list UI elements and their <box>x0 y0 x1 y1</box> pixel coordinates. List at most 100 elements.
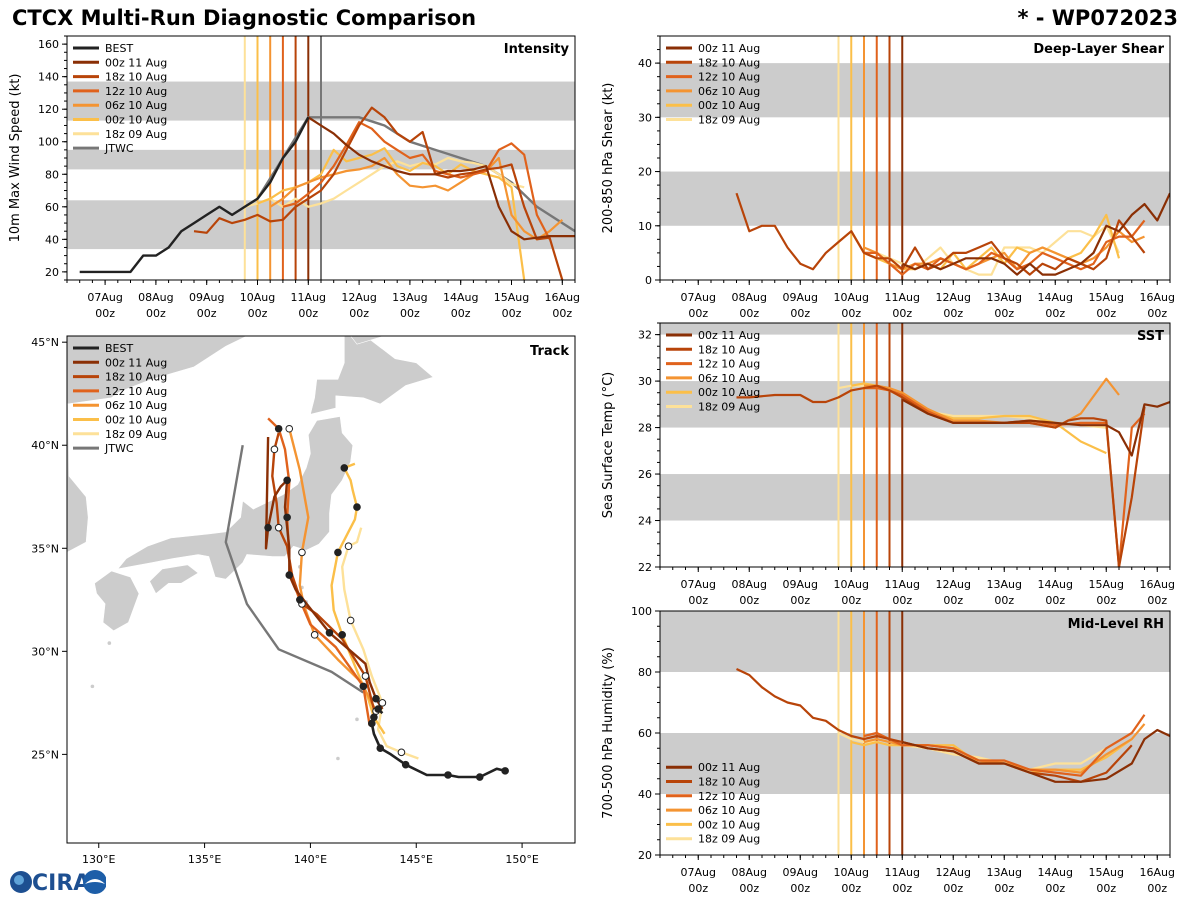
x-tick-label: 14Aug <box>1038 866 1073 879</box>
landmass-korea <box>67 336 89 553</box>
x-tick-label: 00z <box>892 882 912 895</box>
y-tick-label: 100 <box>631 605 652 618</box>
x-tick-label: 00z <box>943 594 963 607</box>
x-tick-label: 00z <box>688 882 708 895</box>
y-tick-label: 120 <box>38 103 59 116</box>
track-marker <box>285 424 294 433</box>
legend-label: 18z 09 Aug <box>698 401 760 414</box>
series-line <box>901 192 1170 276</box>
series-line <box>282 121 551 240</box>
track-marker <box>283 513 291 522</box>
series-line <box>735 192 1146 276</box>
gray-band <box>660 171 1170 226</box>
x-tick-label: 15Aug <box>1089 866 1124 879</box>
x-tick-label: 09Aug <box>783 578 818 591</box>
best-series-line <box>79 116 310 274</box>
island <box>355 717 359 722</box>
legend-label: 00z 10 Aug <box>698 386 760 399</box>
y-tick-label: 26 <box>638 468 652 481</box>
y-tick-label: 100 <box>38 136 59 149</box>
y-axis-label: 200-850 hPa Shear (kt) <box>601 83 616 234</box>
landmass-sakhalin <box>350 336 385 345</box>
y-tick-label: 160 <box>38 38 59 51</box>
y-tick-label: 30 <box>638 111 652 124</box>
legend-label: 00z 10 Aug <box>698 818 760 831</box>
plot-area <box>67 36 575 280</box>
y-tick-label: 0 <box>645 274 652 287</box>
panel-title: Mid-Level RH <box>1068 617 1164 632</box>
x-tick-label: 15Aug <box>494 291 529 304</box>
gray-band <box>660 63 1170 118</box>
x-tick-label: 12Aug <box>341 291 376 304</box>
x-tick-label: 07Aug <box>681 866 716 879</box>
series-line <box>837 224 1120 276</box>
legend-label: 18z 10 Aug <box>105 371 167 384</box>
x-tick-label: 07Aug <box>681 291 716 304</box>
y-tick-label: 20 <box>45 266 59 279</box>
x-tick-label: 16Aug <box>1140 578 1175 591</box>
map-area <box>67 336 509 781</box>
legend-label: 18z 10 Aug <box>698 776 760 789</box>
best-track-marker <box>444 771 452 779</box>
track-marker <box>285 571 294 579</box>
gray-band <box>660 611 1170 672</box>
panel-title: Deep-Layer Shear <box>1033 42 1164 57</box>
x-tick-label: 11Aug <box>291 291 326 304</box>
legend-label: 18z 09 Aug <box>698 833 760 846</box>
legend-label: 00z 10 Aug <box>105 414 167 427</box>
x-tick-label: 09Aug <box>783 291 818 304</box>
x-tick-label: 00z <box>400 307 420 320</box>
x-tick-label: 10Aug <box>240 291 275 304</box>
legend-label: 00z 11 Aug <box>698 42 760 55</box>
series-line <box>902 728 1170 783</box>
legend-label: 18z 09 Aug <box>105 428 167 441</box>
x-tick-label: 00z <box>298 307 318 320</box>
legend-label: 00z 10 Aug <box>105 114 167 127</box>
track-marker <box>361 672 370 680</box>
y-tick-label: 20 <box>638 166 652 179</box>
legend-label: 00z 11 Aug <box>698 761 760 774</box>
panel-title: Track <box>530 344 569 359</box>
track-marker <box>397 748 406 757</box>
track-marker <box>274 523 283 532</box>
y-tick-label: 80 <box>45 168 59 181</box>
x-tick-label: 00z <box>994 307 1014 320</box>
x-tick-label: 00z <box>95 307 115 320</box>
x-tick-label: 07Aug <box>87 291 122 304</box>
x-tick-label: 14Aug <box>1038 578 1073 591</box>
plot-area <box>660 323 1170 567</box>
x-tick-label: 08Aug <box>732 578 767 591</box>
best-track-marker <box>368 719 376 728</box>
best-track-line <box>370 707 506 779</box>
x-tick-label: 00z <box>790 307 810 320</box>
track-marker <box>372 694 380 703</box>
legend-label: 06z 10 Aug <box>698 85 760 98</box>
plot-area <box>660 36 1170 280</box>
x-tick-label: 00z <box>739 882 759 895</box>
series-line <box>863 723 1146 774</box>
y-tick-label: 40°N <box>31 439 59 452</box>
track-marker <box>283 476 291 485</box>
legend-label: 06z 10 Aug <box>105 399 167 412</box>
x-tick-label: 00z <box>1045 594 1065 607</box>
legend-label: 12z 10 Aug <box>698 71 760 84</box>
rh-panel: 20 40 60 80 100 07Aug 00z 08Aug 00z 09Aug 00z 10Aug… <box>601 605 1175 895</box>
legend-label: JTWC <box>104 142 134 155</box>
x-tick-label: 00z <box>892 307 912 320</box>
series-line <box>193 106 564 280</box>
y-tick-label: 140 <box>38 71 59 84</box>
y-axis-label: 700-500 hPa Humidity (%) <box>601 647 616 819</box>
legend-label: JTWC <box>104 442 134 455</box>
landmass-honshu <box>117 416 354 580</box>
island <box>90 684 95 689</box>
x-tick-label: 00z <box>1147 307 1167 320</box>
legend-label: 12z 10 Aug <box>698 790 760 803</box>
track-marker <box>298 548 306 557</box>
x-tick-label: 14Aug <box>443 291 478 304</box>
landmass-kyushu <box>94 570 140 632</box>
landmass-shikoku <box>149 564 199 595</box>
gray-band <box>660 474 1170 521</box>
gray-band <box>660 733 1170 794</box>
x-tick-label: 00z <box>1096 594 1116 607</box>
best-track-marker <box>401 760 410 769</box>
